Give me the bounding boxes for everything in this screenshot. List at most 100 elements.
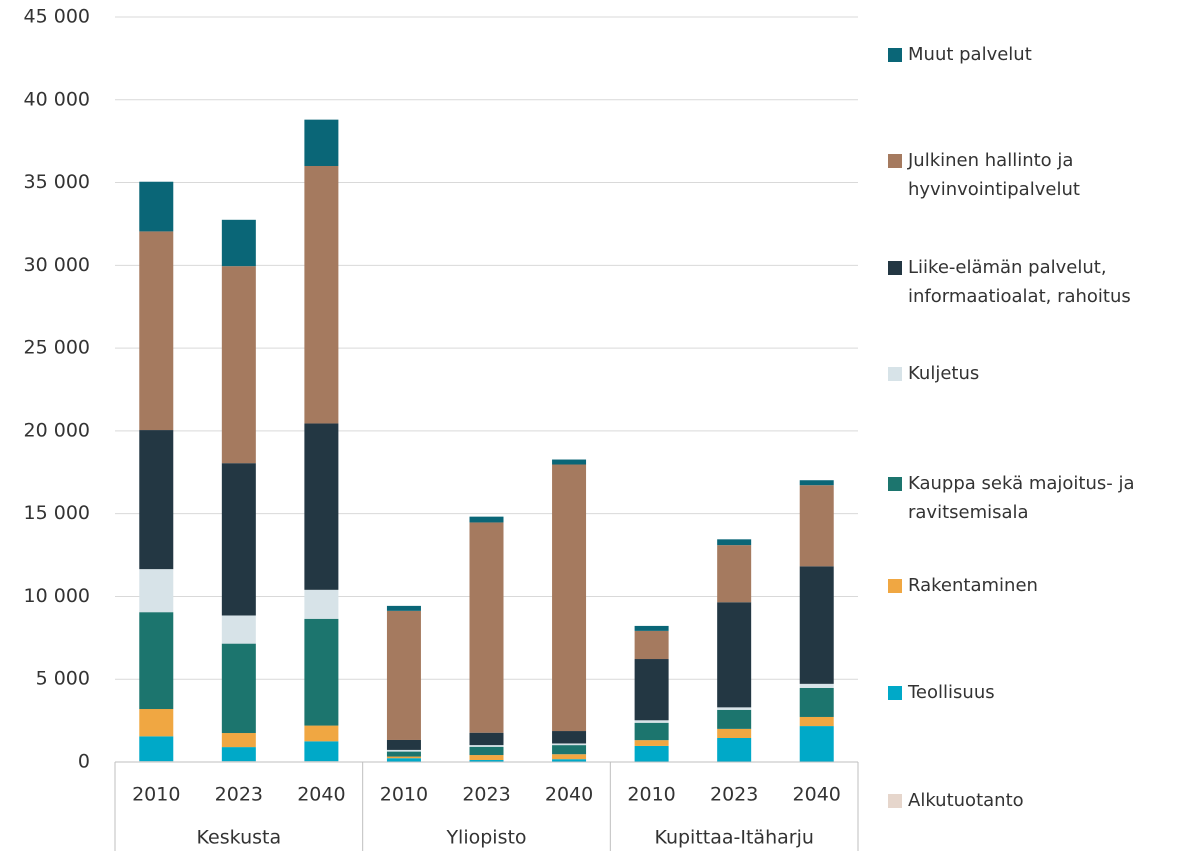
y-tick-label: 0 <box>78 751 90 773</box>
bar-segment <box>469 516 504 523</box>
legend-item: Teollisuus <box>888 678 1193 707</box>
bar-segment <box>304 589 339 619</box>
bar-segment <box>221 266 256 464</box>
x-tick-label: 2023 <box>462 784 510 806</box>
bar-segment <box>469 522 504 733</box>
bar-segment <box>469 755 504 761</box>
bar-segment <box>717 737 752 762</box>
bar-segment <box>221 747 256 762</box>
legend-label: Kuljetus <box>908 363 980 384</box>
x-tick-label: 2040 <box>545 784 593 806</box>
legend-swatch <box>888 477 902 491</box>
legend-swatch <box>888 48 902 62</box>
x-tick-label: 2040 <box>297 784 345 806</box>
bar-segment <box>469 732 504 746</box>
bar-segment <box>304 618 339 726</box>
y-tick-label: 40 000 <box>24 88 90 110</box>
bar-segment <box>139 181 174 232</box>
bar-segment <box>469 745 504 747</box>
bar-segment <box>139 430 174 570</box>
y-tick-label: 10 000 <box>24 585 90 607</box>
legend-item: Muut palvelut <box>888 40 1193 69</box>
bar-segment <box>799 726 834 762</box>
y-tick-label: 25 000 <box>24 337 90 359</box>
y-tick-label: 45 000 <box>24 6 90 28</box>
bar-segment <box>634 659 669 721</box>
legend-label: Liike-elämän palvelut, informaatioalat, … <box>908 257 1131 307</box>
legend-label: Teollisuus <box>908 682 995 703</box>
bar-segment <box>799 566 834 684</box>
bar-segment <box>634 720 669 723</box>
bar-segment <box>221 615 256 644</box>
bar-segment <box>304 166 339 424</box>
bar-segment <box>717 539 752 546</box>
bar-segment <box>139 569 174 613</box>
bar-segment <box>386 605 421 611</box>
legend-swatch <box>888 261 902 275</box>
bar-segment <box>717 545 752 603</box>
bar-segment <box>799 716 834 727</box>
bar-segment <box>634 625 669 631</box>
bar-segment <box>139 612 174 710</box>
bar-segment <box>221 219 256 267</box>
bar-segment <box>552 464 587 732</box>
bar-segment <box>139 709 174 737</box>
legend-label: Muut palvelut <box>908 44 1032 65</box>
bar-segment <box>552 754 587 760</box>
bar-segment <box>634 630 669 660</box>
x-tick-label: 2040 <box>793 784 841 806</box>
bar-segment <box>469 760 504 762</box>
bar-segment <box>139 231 174 431</box>
bar-segment <box>221 733 256 748</box>
legend-label: Alkutuotanto <box>908 790 1024 811</box>
bar-segment <box>634 740 669 746</box>
y-tick-label: 5 000 <box>36 668 90 690</box>
group-label: Kupittaa-Itäharju <box>654 827 813 849</box>
legend-swatch <box>888 794 902 808</box>
bar-segment <box>386 751 421 757</box>
bar-segment <box>717 709 752 729</box>
bar-segment <box>717 728 752 738</box>
bar-segment <box>717 707 752 710</box>
x-tick-label: 2023 <box>215 784 263 806</box>
x-tick-label: 2010 <box>627 784 675 806</box>
bar-segment <box>634 745 669 762</box>
y-tick-label: 30 000 <box>24 254 90 276</box>
bar-segment <box>552 745 587 755</box>
legend-swatch <box>888 154 902 168</box>
legend-item: Kuljetus <box>888 359 1193 388</box>
bar-segment <box>799 683 834 688</box>
bar-segment <box>386 758 421 762</box>
legend-item: Liike-elämän palvelut, informaatioalat, … <box>888 253 1193 311</box>
x-tick-label: 2023 <box>710 784 758 806</box>
bar-segment <box>552 731 587 744</box>
bar-segment <box>386 756 421 759</box>
bar-segment <box>221 463 256 616</box>
y-tick-label: 20 000 <box>24 419 90 441</box>
group-label: Keskusta <box>197 827 282 849</box>
bar-segment <box>799 687 834 717</box>
legend-item: Rakentaminen <box>888 571 1193 600</box>
bar-segment <box>552 759 587 762</box>
bar-segment <box>304 725 339 742</box>
bar-segment <box>799 480 834 486</box>
bar-segment <box>717 602 752 708</box>
bar-segment <box>304 423 339 590</box>
bar-segment <box>469 746 504 756</box>
x-tick-label: 2010 <box>380 784 428 806</box>
y-tick-label: 35 000 <box>24 171 90 193</box>
bar-segment <box>139 736 174 762</box>
bar-segment <box>221 643 256 734</box>
legend-label: Rakentaminen <box>908 575 1038 596</box>
bar-segment <box>304 741 339 762</box>
legend-item: Alkutuotanto <box>888 786 1193 815</box>
bar-segment <box>552 459 587 465</box>
bar-segment <box>799 485 834 567</box>
bar-segment <box>552 743 587 746</box>
legend-item: Julkinen hallinto ja hyvinvointipalvelut <box>888 146 1193 204</box>
bar-segment <box>304 119 339 166</box>
legend-label: Julkinen hallinto ja hyvinvointipalvelut <box>908 150 1080 200</box>
legend-item: Kauppa sekä majoitus- ja ravitsemisala <box>888 469 1193 527</box>
bar-segment <box>386 610 421 740</box>
